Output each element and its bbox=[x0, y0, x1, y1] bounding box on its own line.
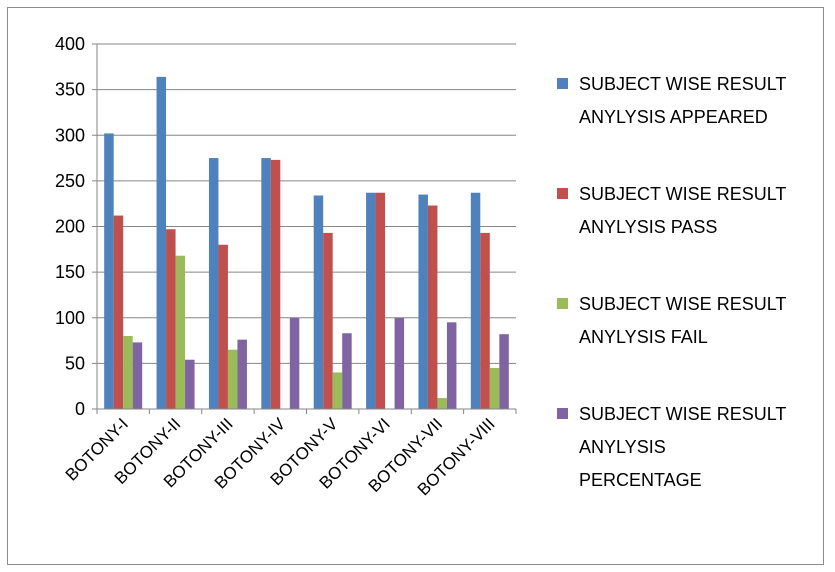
bar-4-8 bbox=[499, 334, 509, 409]
bar-4-2 bbox=[185, 359, 195, 409]
bar-3-3 bbox=[227, 349, 238, 409]
bar-2-5 bbox=[323, 232, 333, 409]
bar-2-8 bbox=[480, 232, 490, 409]
bar-2-3 bbox=[218, 244, 228, 409]
legend-label: SUBJECT WISE RESULT ANYLYSIS PERCENTAGE bbox=[579, 404, 786, 490]
legend-swatch bbox=[557, 188, 568, 199]
bar-4-4 bbox=[289, 317, 300, 409]
bar-1-2 bbox=[156, 76, 167, 409]
bar-1-3 bbox=[208, 158, 219, 409]
y-tick-label: 250 bbox=[55, 171, 85, 191]
bar-4-7 bbox=[446, 322, 457, 409]
legend-swatch bbox=[557, 298, 568, 309]
bar-2-6 bbox=[375, 192, 386, 409]
bar-4-5 bbox=[342, 333, 352, 409]
legend-label: SUBJECT WISE RESULT ANYLYSIS FAIL bbox=[579, 294, 786, 347]
bar-1-5 bbox=[313, 195, 324, 409]
y-tick-label: 200 bbox=[55, 217, 85, 237]
y-tick-label: 100 bbox=[55, 308, 85, 328]
x-axis-ticks: BOTONY-IBOTONY-IIBOTONY-IIIBOTONY-IVBOTO… bbox=[62, 409, 517, 499]
bar-chart: 0 50 100 150 200 250 300 350 400 BOTONY-IBOTONY-… bbox=[55, 34, 786, 499]
bar-2-4 bbox=[270, 159, 281, 409]
y-tick-label: 400 bbox=[55, 34, 85, 54]
bar-2-1 bbox=[113, 215, 124, 409]
bar-1-8 bbox=[470, 192, 481, 409]
bar-1-4 bbox=[261, 158, 271, 409]
legend-label-line: ANYLYSIS APPEARED bbox=[579, 107, 768, 127]
bar-4-3 bbox=[237, 339, 247, 409]
bar-3-8 bbox=[489, 367, 500, 409]
bar-2-2 bbox=[166, 229, 176, 409]
legend-label-line: ANYLYSIS bbox=[579, 437, 666, 457]
legend-label-line: SUBJECT WISE RESULT bbox=[579, 184, 786, 204]
bar-3-2 bbox=[175, 255, 186, 409]
legend-label-line: SUBJECT WISE RESULT bbox=[579, 294, 786, 314]
bar-3-7 bbox=[437, 398, 447, 409]
legend-swatch bbox=[557, 78, 568, 89]
legend-label-line: ANYLYSIS PASS bbox=[579, 217, 717, 237]
bar-1-1 bbox=[104, 133, 114, 409]
legend-swatch bbox=[557, 408, 568, 419]
bar-3-5 bbox=[332, 372, 343, 409]
legend-label-line: PERCENTAGE bbox=[579, 470, 702, 490]
chart-frame: 0 50 100 150 200 250 300 350 400 BOTONY-I BOTONY-… bbox=[7, 7, 824, 565]
y-tick-label: 50 bbox=[65, 353, 85, 373]
bars bbox=[104, 76, 509, 409]
legend-label: SUBJECT WISE RESULT ANYLYSIS PASS bbox=[579, 184, 786, 237]
legend-label: SUBJECT WISE RESULT ANYLYSIS APPEARED bbox=[579, 74, 786, 127]
y-tick-label: 300 bbox=[55, 125, 85, 145]
legend-label-line: ANYLYSIS FAIL bbox=[579, 327, 708, 347]
bar-1-6 bbox=[366, 192, 376, 409]
bar-4-6 bbox=[394, 317, 405, 409]
bar-2-7 bbox=[427, 205, 438, 409]
bar-1-7 bbox=[418, 194, 428, 409]
y-tick-label: 0 bbox=[75, 399, 85, 419]
y-axis-ticks: 0 50 100 150 200 250 300 350 400 bbox=[55, 34, 97, 419]
legend-label-line: SUBJECT WISE RESULT bbox=[579, 74, 786, 94]
bar-4-1 bbox=[132, 342, 143, 409]
y-tick-label: 150 bbox=[55, 262, 85, 282]
legend: SUBJECT WISE RESULT ANYLYSIS APPEAREDSUBJ… bbox=[557, 74, 786, 490]
legend-label-line: SUBJECT WISE RESULT bbox=[579, 404, 786, 424]
y-tick-label: 350 bbox=[55, 80, 85, 100]
bar-3-1 bbox=[123, 336, 133, 409]
